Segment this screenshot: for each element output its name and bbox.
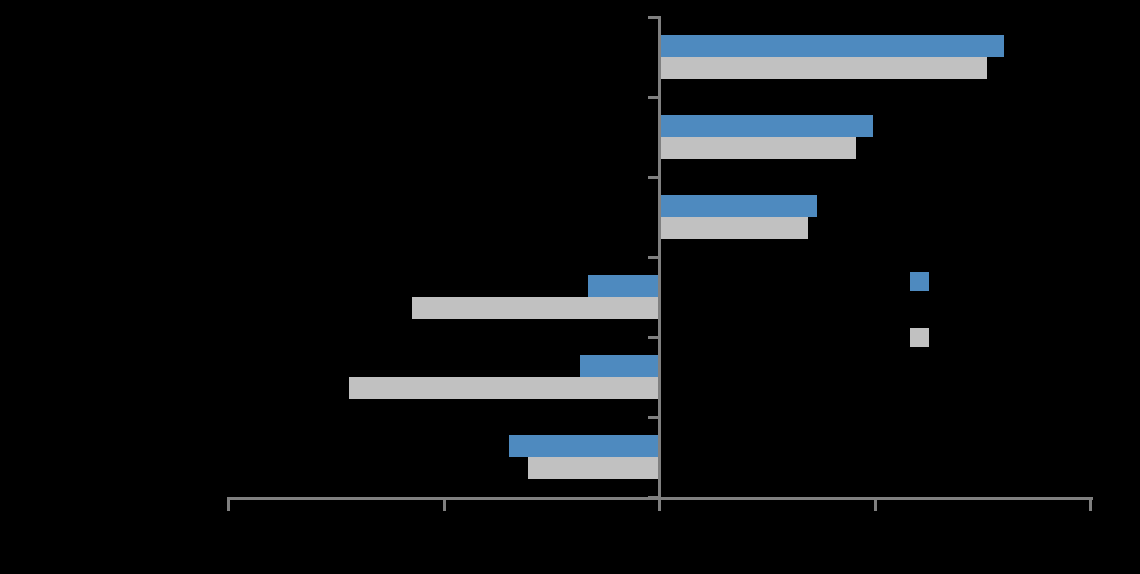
bar-series2-cat4 <box>411 297 660 319</box>
x-axis-tick-4 <box>873 497 877 511</box>
y-axis-tick-4 <box>648 255 661 259</box>
y-axis-line <box>658 17 661 511</box>
bar-series2-cat2 <box>659 137 856 159</box>
bar-series1-cat1 <box>659 35 1005 57</box>
x-axis-tick-2 <box>442 497 446 511</box>
x-axis-tick-1 <box>227 497 230 511</box>
bar-series1-cat6 <box>508 435 660 457</box>
x-axis-tick-3 <box>658 497 661 511</box>
bar-series1-cat2 <box>659 115 873 137</box>
bar-series2-cat5 <box>349 377 660 399</box>
bar-series1-cat5 <box>579 355 660 377</box>
y-axis-tick-3 <box>648 175 661 179</box>
bar-series1-cat3 <box>659 195 817 217</box>
bar-series2-cat6 <box>528 457 660 479</box>
legend-swatch-series1 <box>910 272 929 291</box>
bar-series2-cat1 <box>659 57 988 79</box>
y-axis-tick-5 <box>648 335 661 339</box>
bar-series1-cat4 <box>588 275 660 297</box>
x-axis-tick-5 <box>1089 497 1092 511</box>
y-axis-tick-2 <box>648 95 661 99</box>
y-axis-tick-6 <box>648 415 661 419</box>
y-axis-tick-7 <box>648 495 661 499</box>
bar-series2-cat3 <box>659 217 809 239</box>
y-axis-tick-1 <box>648 15 661 19</box>
legend-swatch-series2 <box>910 328 929 347</box>
